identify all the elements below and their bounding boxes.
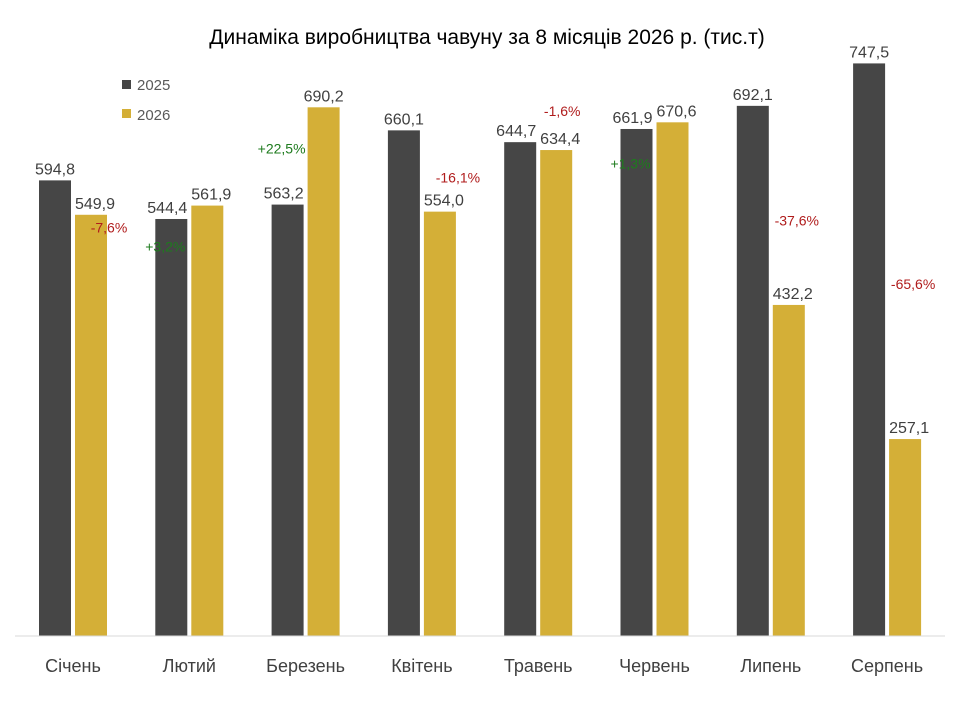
legend-label-2026: 2026 xyxy=(137,107,170,124)
data-label-2025-3: 563,2 xyxy=(264,186,304,203)
data-label-2026-7: 432,2 xyxy=(773,286,813,303)
legend: 2025 2026 xyxy=(122,77,170,124)
change-label-1: -7,6% xyxy=(91,219,128,235)
data-label-2025-2: 544,4 xyxy=(147,200,187,217)
bar-2026-7 xyxy=(772,304,805,636)
bars-layer xyxy=(39,63,922,637)
data-label-2025-1: 594,8 xyxy=(35,161,75,178)
bar-2026-3 xyxy=(307,107,340,636)
bar-2026-5 xyxy=(540,150,573,636)
bar-2026-2 xyxy=(191,205,224,636)
bar-2025-6 xyxy=(620,128,653,636)
x-tick-label-1: Січень xyxy=(45,656,101,676)
change-label-7: -37,6% xyxy=(775,212,819,228)
bar-2025-1 xyxy=(39,180,71,637)
data-label-2025-6: 661,9 xyxy=(612,110,652,127)
legend-swatch-2025 xyxy=(122,80,131,89)
x-axis-ticks: Січень Лютий Березень Квітень Травень Червень… xyxy=(45,656,923,676)
bar-2025-7 xyxy=(736,105,769,637)
chart-title: Динаміка виробництва чавуну за 8 місяців… xyxy=(209,26,764,49)
change-label-3: +22,5% xyxy=(258,140,306,156)
bar-2025-8 xyxy=(853,63,886,637)
x-tick-label-7: Липень xyxy=(740,656,801,676)
change-label-6: +1,3% xyxy=(610,155,650,171)
bar-2026-1 xyxy=(75,214,107,636)
x-tick-label-6: Червень xyxy=(619,656,690,676)
data-label-2026-1: 549,9 xyxy=(75,196,115,213)
data-label-2025-7: 692,1 xyxy=(733,87,773,104)
data-label-2025-8: 747,5 xyxy=(849,44,889,61)
change-label-2: +3,2% xyxy=(145,239,185,255)
bar-2025-5 xyxy=(504,142,537,637)
x-tick-label-3: Березень xyxy=(266,656,345,676)
bar-2026-4 xyxy=(423,211,456,637)
data-label-2026-5: 634,4 xyxy=(540,131,580,148)
data-label-2025-4: 660,1 xyxy=(384,111,424,128)
x-tick-label-4: Квітень xyxy=(391,656,452,676)
change-label-4: -16,1% xyxy=(436,169,480,185)
data-label-2025-5: 644,7 xyxy=(496,123,536,140)
data-label-2026-6: 670,6 xyxy=(656,103,696,120)
change-label-5: -1,6% xyxy=(544,103,581,119)
x-tick-label-2: Лютий xyxy=(163,656,216,676)
x-tick-label-5: Травень xyxy=(504,656,573,676)
bar-2026-6 xyxy=(656,122,689,637)
data-label-2026-3: 690,2 xyxy=(304,88,344,105)
change-label-8: -65,6% xyxy=(891,276,935,292)
data-label-2026-8: 257,1 xyxy=(889,420,929,437)
data-label-2026-4: 554,0 xyxy=(424,193,464,210)
legend-label-2025: 2025 xyxy=(137,77,170,94)
bar-2025-4 xyxy=(387,130,420,636)
bar-2026-8 xyxy=(889,439,922,636)
legend-swatch-2026 xyxy=(122,109,131,118)
bar-2025-2 xyxy=(155,218,188,636)
x-tick-label-8: Серпень xyxy=(851,656,923,676)
data-label-2026-2: 561,9 xyxy=(191,187,231,204)
bar-2025-3 xyxy=(271,204,304,636)
